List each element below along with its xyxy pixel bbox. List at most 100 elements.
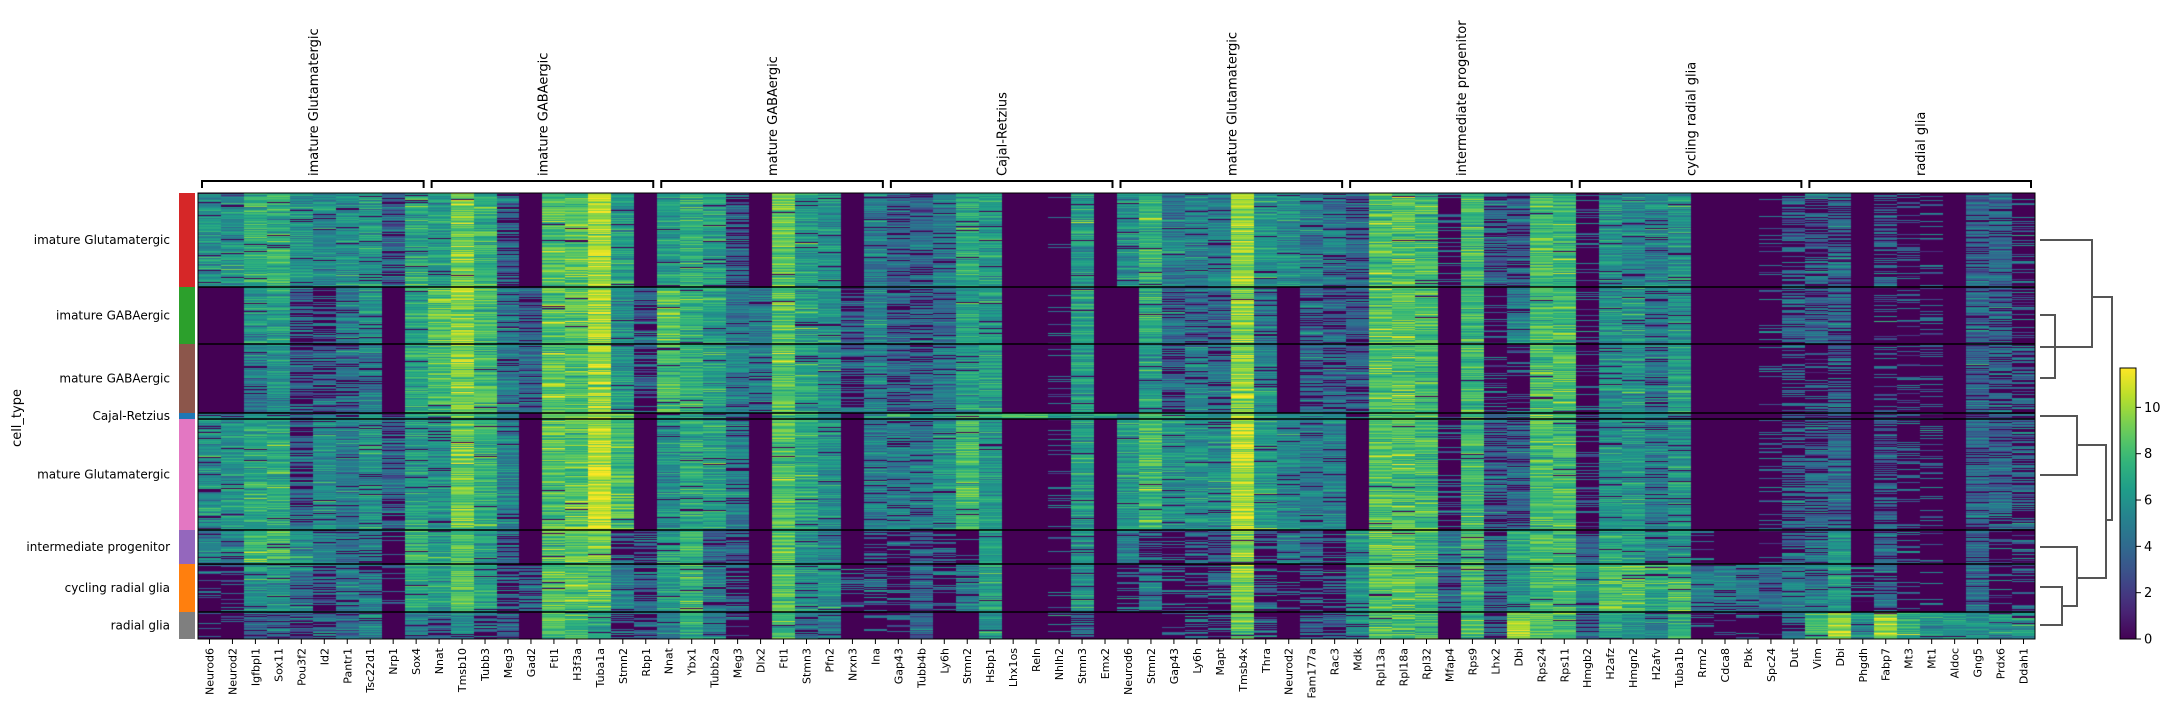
var-group-bracket	[660, 180, 884, 188]
gene-label: Rpl32	[1420, 648, 1433, 680]
cell-type-color-swatch	[179, 530, 195, 564]
var-group-bracket	[430, 180, 655, 188]
gene-label: Meg3	[732, 648, 745, 678]
gene-label: Nnat	[433, 647, 446, 674]
gene-label: Stmn3	[1076, 648, 1089, 684]
colorbar-tick-label: 6	[2144, 494, 2152, 509]
gene-label: Pbk	[1742, 647, 1755, 668]
var-group-label: imature GABAergic	[536, 53, 551, 176]
cell-type-color-swatch	[179, 413, 195, 419]
gene-label: H2afv	[1650, 648, 1663, 681]
gene-label: Mfap4	[1443, 648, 1456, 682]
gene-label: Ddah1	[2018, 648, 2031, 684]
dendrogram-branch	[2040, 239, 2093, 379]
heatmap-frame	[197, 192, 2036, 640]
gene-label: Rbp1	[640, 648, 653, 677]
gene-label: Nrp1	[387, 648, 400, 675]
gene-label: Neurod2	[226, 648, 239, 695]
gene-label: Tuba1a	[594, 648, 607, 688]
gene-label: Lhx2	[1489, 648, 1502, 675]
gene-label: Reln	[1030, 648, 1043, 672]
cell-type-label: mature Glutamatergic	[37, 468, 170, 482]
gene-label: Rps11	[1558, 648, 1571, 682]
gene-label: Neurod6	[1122, 648, 1135, 695]
dendrogram	[2040, 239, 2113, 626]
gene-label: Prdx6	[1995, 648, 2008, 679]
gene-label: Hmgn2	[1627, 648, 1640, 688]
gene-label: Nrxn3	[846, 648, 859, 681]
gene-label: Stmn2	[1145, 648, 1158, 684]
gene-label: Aldoc	[1949, 648, 1962, 678]
gene-label: Stmn2	[617, 648, 630, 684]
gene-label: Tubb2a	[709, 648, 722, 689]
gene-label: Dbi	[1834, 648, 1847, 667]
gene-label: Pfn2	[823, 648, 836, 672]
gene-label: Gad2	[525, 648, 538, 677]
gene-label: Pou3f2	[295, 648, 308, 686]
colorbar-tick-label: 10	[2144, 401, 2161, 416]
var-group-label: cycling radial glia	[1685, 62, 1700, 176]
var-group-bracket	[1578, 180, 1803, 188]
cell-type-color-swatch	[179, 193, 195, 287]
gene-axis: Neurod6 Neurod2 Igfbpl1 Sox11 Pou3f2 Id2 Pantr…	[203, 639, 2031, 699]
gene-label: Tubb3	[479, 648, 492, 682]
gene-label: Fabp7	[1880, 648, 1893, 681]
group-separators	[197, 192, 2036, 640]
gene-label: Lhx1os	[1007, 648, 1020, 687]
var-group-bracket	[201, 180, 425, 188]
cell-type-label: cycling radial glia	[65, 581, 170, 595]
gene-label: Ybx1	[686, 648, 699, 676]
gene-label: Ly6h	[1191, 648, 1204, 674]
gene-label: Ly6h	[938, 648, 951, 674]
colorbar: 0 2 4 6 8 10	[2119, 367, 2161, 648]
gene-label: Meg3	[502, 648, 515, 678]
gene-label: Rpl18a	[1398, 648, 1411, 686]
var-group-label: mature Glutamatergic	[1225, 32, 1240, 176]
gene-label: Igfbpl1	[249, 648, 262, 686]
var-group-label: radial glia	[1914, 112, 1929, 176]
gene-label: Rrm2	[1696, 648, 1709, 678]
gene-label: Tuba1b	[1673, 648, 1686, 689]
gene-label: Stmn3	[801, 648, 814, 684]
gene-label: H3f3a	[571, 648, 584, 681]
dendrogram-branch	[2040, 546, 2078, 626]
var-group-label: imature Glutamatergic	[307, 28, 322, 176]
gene-label: Mdk	[1352, 647, 1365, 670]
colorbar-gradient	[2119, 367, 2137, 640]
colorbar-tick-label: 2	[2144, 586, 2152, 601]
colorbar-tick-label: 4	[2144, 540, 2152, 555]
gene-label: Emx2	[1099, 648, 1112, 679]
gene-label: Rps9	[1466, 648, 1479, 675]
colorbar-tick-label: 0	[2144, 633, 2152, 648]
cell-type-color-swatch	[179, 344, 195, 413]
gene-label: Cdca8	[1719, 648, 1732, 682]
gene-label: Spc24	[1765, 648, 1778, 682]
gene-label: Gap43	[1168, 648, 1181, 684]
cell-type-label: imature Glutamatergic	[34, 233, 170, 247]
gene-label: Pantr1	[341, 648, 354, 684]
gene-label: Mt1	[1926, 648, 1939, 669]
gene-label: H2afz	[1604, 648, 1617, 680]
gene-label: Vim	[1811, 648, 1824, 669]
cell-type-color-swatch	[179, 419, 195, 530]
gene-label: Hsbp1	[984, 648, 997, 683]
var-group-bracket	[1808, 180, 2032, 188]
cell-type-color-swatch	[179, 287, 195, 344]
gene-label: Neurod6	[203, 648, 216, 695]
gene-label: Tsc22d1	[364, 648, 377, 694]
cell-type-color-swatch	[179, 612, 195, 639]
gene-label: Thra	[1260, 648, 1273, 674]
gene-label: Ftl1	[778, 648, 791, 669]
gene-label: Rac3	[1329, 648, 1342, 675]
gene-label: Id2	[318, 648, 331, 665]
gene-label: Hmgb2	[1581, 648, 1594, 688]
cell-type-color-swatch	[179, 564, 195, 612]
gene-label: Mapt	[1214, 647, 1227, 675]
gene-label: Gap43	[892, 648, 905, 684]
colorbar-tick-label: 8	[2144, 447, 2152, 462]
gene-label: Stmn2	[961, 648, 974, 684]
cell-type-label: Cajal-Retzius	[93, 409, 170, 423]
gene-label: Ftl1	[548, 648, 561, 669]
gene-label: Dbi	[1512, 648, 1525, 667]
dendrogram-branch	[2040, 415, 2107, 579]
